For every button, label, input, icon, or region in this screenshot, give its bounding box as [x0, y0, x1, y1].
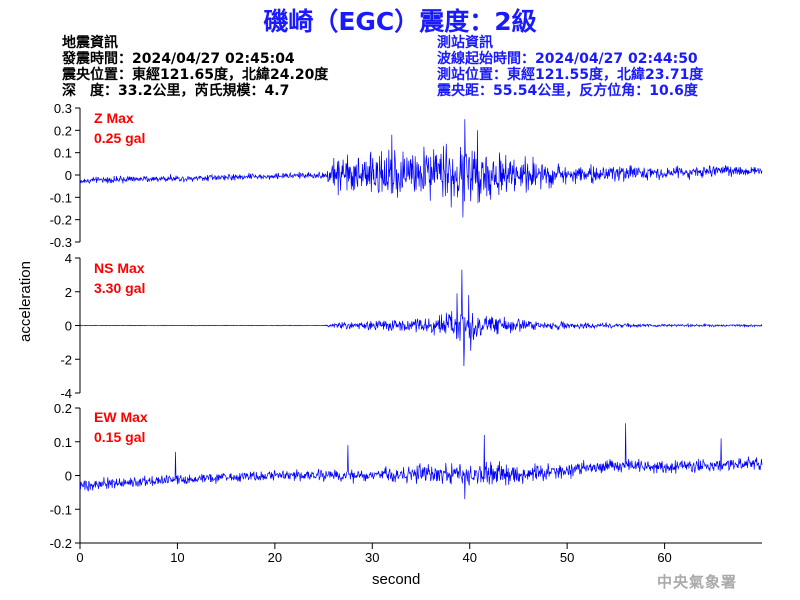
ns-max-label: NS Max [94, 260, 145, 276]
ns-y-tick-label: 4 [65, 251, 72, 266]
x-tick-label: 40 [462, 550, 476, 565]
ns-max-annotation: NS Max 3.30 gal [94, 258, 145, 298]
x-tick-label: 30 [365, 550, 379, 565]
z-y-tick-label: 0.3 [54, 101, 72, 116]
quake-info-heading: 地震資訊 [62, 35, 118, 51]
ew-max-value: 0.15 gal [94, 429, 146, 445]
z-y-tick-label: 0 [65, 168, 72, 183]
z-y-tick-label: -0.2 [50, 213, 72, 228]
z-trace-line [79, 119, 763, 218]
ew-y-tick-label: -0.1 [50, 502, 72, 517]
epicentral-distance: 震央距：55.54公里，反方位角：10.6度 [437, 83, 698, 99]
z-max-value: 0.25 gal [94, 130, 146, 146]
ns-y-tick-label: -2 [60, 352, 72, 367]
page-title: 磯崎（EGC）震度：2級 [263, 7, 537, 36]
ew-y-tick-label: -0.2 [50, 536, 72, 551]
x-tick-label: 10 [170, 550, 184, 565]
ew-y-tick-label: 0.1 [54, 435, 72, 450]
agency-credit: 中央氣象署 [657, 573, 738, 591]
x-tick-label: 20 [268, 550, 282, 565]
z-max-annotation: Z Max 0.25 gal [94, 108, 145, 148]
z-max-label: Z Max [94, 110, 134, 126]
ns-y-tick-label: 2 [65, 285, 72, 300]
ew-y-tick-label: 0.2 [54, 401, 72, 416]
z-y-tick-label: -0.1 [50, 190, 72, 205]
x-tick-label: 50 [560, 550, 574, 565]
z-y-tick-label: 0.1 [54, 146, 72, 161]
x-tick-label: 0 [76, 550, 83, 565]
station-info: 測站資訊 波線起始時間：2024/04/27 02:44:50 測站位置：東經1… [437, 35, 703, 99]
ew-max-annotation: EW Max 0.15 gal [94, 407, 148, 447]
quake-location: 震央位置：東經121.65度，北緯24.20度 [62, 67, 329, 83]
z-y-tick-label: -0.3 [50, 235, 72, 250]
x-tick-label: 60 [657, 550, 671, 565]
ns-max-value: 3.30 gal [94, 280, 146, 296]
ns-trace-line [79, 269, 763, 367]
y-axis-label: acceleration [16, 261, 34, 342]
quake-info: 地震資訊 發震時間：2024/04/27 02:45:04 震央位置：東經121… [62, 35, 328, 99]
station-location: 測站位置：東經121.55度，北緯23.71度 [437, 67, 704, 83]
ns-y-tick-label: 0 [65, 319, 72, 334]
quake-time: 發震時間：2024/04/27 02:45:04 [62, 51, 295, 67]
x-axis-label: second [372, 571, 421, 588]
ew-max-label: EW Max [94, 409, 148, 425]
ew-trace-line [79, 423, 763, 500]
ew-y-tick-label: 0 [65, 469, 72, 484]
z-y-tick-label: 0.2 [54, 123, 72, 138]
station-info-heading: 測站資訊 [437, 35, 493, 51]
wave-start-time: 波線起始時間：2024/04/27 02:44:50 [437, 51, 698, 67]
quake-depth-magnitude: 深 度：33.2公里，芮氏規模：4.7 [62, 83, 290, 99]
ns-y-tick-label: -4 [60, 386, 72, 401]
